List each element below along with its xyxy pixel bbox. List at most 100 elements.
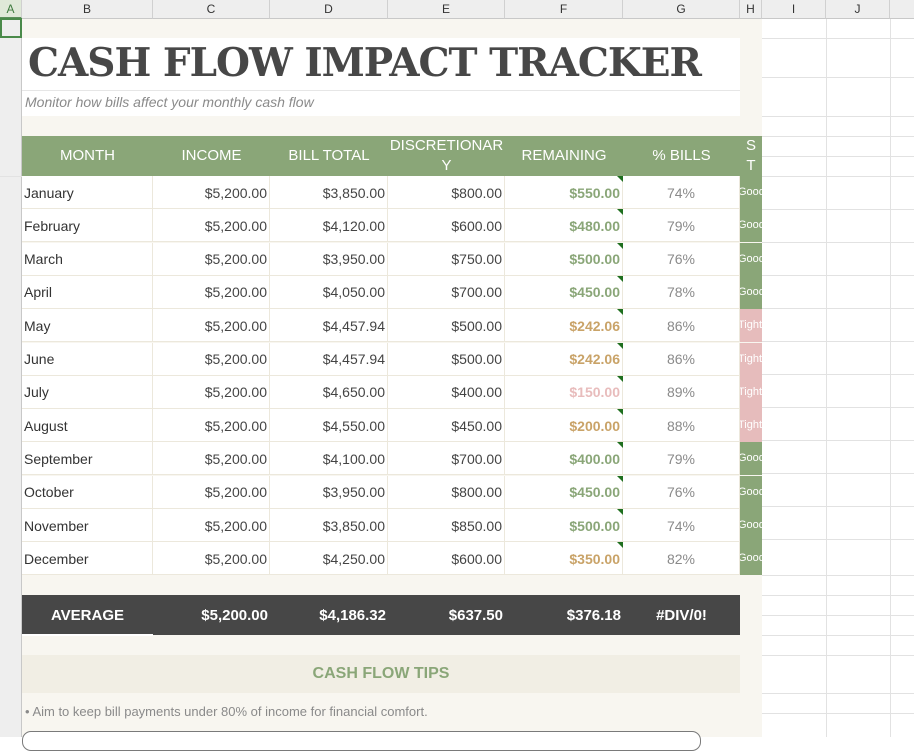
pct-bills-cell[interactable]: 89%	[623, 375, 740, 409]
month-cell[interactable]: October	[22, 475, 153, 509]
header-bill-total[interactable]: BILL TOTAL	[288, 147, 370, 164]
status-badge[interactable]: Good	[740, 242, 762, 276]
discretionary-cell[interactable]: $700.00	[388, 275, 505, 309]
header-discretionary[interactable]: DISCRETIONAR Y	[388, 136, 505, 176]
income-cell[interactable]: $5,200.00	[153, 542, 270, 576]
header-pct-bills[interactable]: % BILLS	[652, 147, 711, 164]
income-cell[interactable]: $5,200.00	[153, 176, 270, 209]
pct-bills-cell[interactable]: 86%	[623, 309, 740, 343]
income-cell[interactable]: $5,200.00	[153, 475, 270, 509]
income-cell[interactable]: $5,200.00	[153, 309, 270, 343]
cell-comment-indicator[interactable]	[617, 275, 623, 282]
discretionary-cell[interactable]: $450.00	[388, 409, 505, 443]
month-cell[interactable]: July	[22, 375, 153, 409]
average-remaining[interactable]: $376.18	[566, 606, 621, 624]
bill-total-cell[interactable]: $3,950.00	[270, 242, 388, 276]
column-header-h[interactable]: H	[740, 0, 762, 19]
selected-cell[interactable]	[0, 18, 22, 38]
bill-total-cell[interactable]: $4,457.94	[270, 309, 388, 343]
bill-total-cell[interactable]: $4,050.00	[270, 275, 388, 309]
cell-comment-indicator[interactable]	[617, 342, 623, 349]
cell-comment-indicator[interactable]	[617, 242, 623, 249]
discretionary-cell[interactable]: $700.00	[388, 442, 505, 476]
pct-bills-cell[interactable]: 74%	[623, 176, 740, 209]
remaining-cell[interactable]: $450.00	[505, 475, 623, 509]
discretionary-cell[interactable]: $850.00	[388, 509, 505, 542]
remaining-cell[interactable]: $242.06	[505, 309, 623, 343]
status-badge[interactable]: Good	[740, 176, 762, 209]
pct-bills-cell[interactable]: 74%	[623, 509, 740, 542]
month-cell[interactable]: May	[22, 309, 153, 343]
remaining-cell[interactable]: $150.00	[505, 375, 623, 409]
cell-comment-indicator[interactable]	[617, 409, 623, 416]
month-cell[interactable]: February	[22, 209, 153, 243]
header-month[interactable]: MONTH	[60, 147, 115, 164]
status-badge[interactable]: Good	[740, 509, 762, 542]
remaining-cell[interactable]: $480.00	[505, 209, 623, 243]
cell-comment-indicator[interactable]	[617, 509, 623, 515]
column-header-e[interactable]: E	[388, 0, 505, 19]
bill-total-cell[interactable]: $4,457.94	[270, 342, 388, 376]
column-header-b[interactable]: B	[22, 0, 153, 19]
column-header-j[interactable]: J	[826, 0, 890, 19]
remaining-cell[interactable]: $350.00	[505, 542, 623, 576]
month-cell[interactable]: January	[22, 176, 153, 209]
average-label[interactable]: AVERAGE	[50, 606, 125, 624]
income-cell[interactable]: $5,200.00	[153, 209, 270, 243]
income-cell[interactable]: $5,200.00	[153, 509, 270, 542]
discretionary-cell[interactable]: $600.00	[388, 542, 505, 576]
remaining-cell[interactable]: $500.00	[505, 509, 623, 542]
column-header-g[interactable]: G	[623, 0, 740, 19]
remaining-cell[interactable]: $200.00	[505, 409, 623, 443]
column-header-d[interactable]: D	[270, 0, 388, 19]
status-badge[interactable]: Good	[740, 275, 762, 309]
pct-bills-cell[interactable]: 76%	[623, 475, 740, 509]
status-badge[interactable]: Good	[740, 209, 762, 243]
month-cell[interactable]: August	[22, 409, 153, 443]
cell-comment-indicator[interactable]	[617, 475, 623, 482]
header-status[interactable]: S T	[740, 136, 762, 176]
discretionary-cell[interactable]: $800.00	[388, 475, 505, 509]
column-header-a[interactable]: A	[0, 0, 22, 19]
bill-total-cell[interactable]: $3,950.00	[270, 475, 388, 509]
status-badge[interactable]: Tight	[740, 375, 762, 409]
income-cell[interactable]: $5,200.00	[153, 409, 270, 443]
row-header-strip[interactable]	[0, 19, 22, 737]
status-badge[interactable]: Good	[740, 442, 762, 476]
discretionary-cell[interactable]: $500.00	[388, 309, 505, 343]
bill-total-cell[interactable]: $3,850.00	[270, 176, 388, 209]
pct-bills-cell[interactable]: 79%	[623, 442, 740, 476]
month-cell[interactable]: March	[22, 242, 153, 276]
pct-bills-cell[interactable]: 76%	[623, 242, 740, 276]
status-badge[interactable]: Good	[740, 475, 762, 509]
month-cell[interactable]: November	[22, 509, 153, 542]
bill-total-cell[interactable]: $4,650.00	[270, 375, 388, 409]
remaining-cell[interactable]: $400.00	[505, 442, 623, 476]
remaining-cell[interactable]: $450.00	[505, 275, 623, 309]
bill-total-cell[interactable]: $3,850.00	[270, 509, 388, 542]
pct-bills-cell[interactable]: 79%	[623, 209, 740, 243]
bill-total-cell[interactable]: $4,100.00	[270, 442, 388, 476]
pct-bills-cell[interactable]: 82%	[623, 542, 740, 576]
average-income[interactable]: $5,200.00	[201, 606, 268, 624]
cell-comment-indicator[interactable]	[617, 442, 623, 449]
column-header-c[interactable]: C	[153, 0, 270, 19]
remaining-cell[interactable]: $242.06	[505, 342, 623, 376]
income-cell[interactable]: $5,200.00	[153, 242, 270, 276]
income-cell[interactable]: $5,200.00	[153, 442, 270, 476]
bill-total-cell[interactable]: $4,250.00	[270, 542, 388, 576]
remaining-cell[interactable]: $550.00	[505, 176, 623, 209]
discretionary-cell[interactable]: $500.00	[388, 342, 505, 376]
header-income[interactable]: INCOME	[181, 147, 242, 164]
discretionary-cell[interactable]: $750.00	[388, 242, 505, 276]
status-badge[interactable]: Tight	[740, 342, 762, 376]
month-cell[interactable]: April	[22, 275, 153, 309]
income-cell[interactable]: $5,200.00	[153, 275, 270, 309]
cell-comment-indicator[interactable]	[617, 209, 623, 216]
month-cell[interactable]: September	[22, 442, 153, 476]
average-pct-bills[interactable]: #DIV/0!	[656, 606, 707, 624]
cell-comment-indicator[interactable]	[617, 375, 623, 382]
month-cell[interactable]: June	[22, 342, 153, 376]
status-badge[interactable]: Tight	[740, 309, 762, 343]
income-cell[interactable]: $5,200.00	[153, 375, 270, 409]
